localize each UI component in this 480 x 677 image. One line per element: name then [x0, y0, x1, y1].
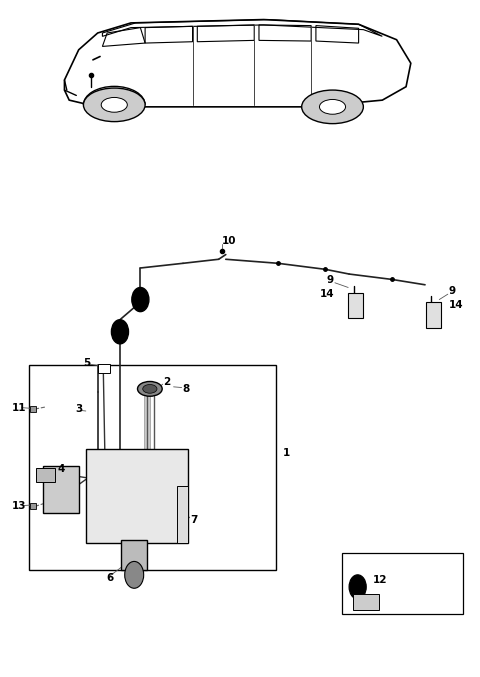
Ellipse shape — [301, 90, 363, 124]
Text: 11: 11 — [12, 403, 27, 413]
Text: 13: 13 — [12, 502, 27, 511]
Bar — [43, 466, 79, 513]
Text: 7: 7 — [190, 515, 198, 525]
Bar — [86, 450, 188, 543]
Circle shape — [125, 561, 144, 588]
Text: 5: 5 — [84, 358, 91, 368]
Text: 1: 1 — [283, 447, 290, 458]
Text: 12: 12 — [373, 575, 387, 585]
Text: a: a — [118, 327, 122, 336]
Ellipse shape — [143, 385, 157, 393]
Bar — [425, 302, 441, 328]
Text: a: a — [355, 582, 360, 592]
Text: 10: 10 — [222, 236, 237, 246]
Bar — [348, 293, 363, 318]
Text: 6: 6 — [106, 573, 113, 583]
Bar — [178, 486, 188, 543]
Text: 14: 14 — [319, 288, 334, 299]
Ellipse shape — [101, 97, 127, 112]
Ellipse shape — [320, 100, 346, 114]
Bar — [97, 364, 109, 374]
Bar — [353, 594, 379, 611]
Ellipse shape — [137, 381, 162, 396]
Bar — [36, 468, 55, 481]
Text: 2: 2 — [163, 377, 170, 387]
Text: 4: 4 — [57, 464, 65, 475]
Text: 9: 9 — [327, 275, 334, 285]
Ellipse shape — [84, 88, 145, 122]
Text: 3: 3 — [75, 404, 82, 414]
Bar — [29, 366, 276, 570]
Text: 9: 9 — [449, 286, 456, 297]
Bar — [342, 553, 463, 614]
Circle shape — [132, 288, 149, 311]
Bar — [121, 540, 147, 570]
Text: a: a — [138, 295, 143, 304]
Text: 14: 14 — [449, 300, 463, 310]
Text: 8: 8 — [182, 384, 190, 394]
Circle shape — [349, 575, 366, 599]
Circle shape — [111, 320, 129, 344]
